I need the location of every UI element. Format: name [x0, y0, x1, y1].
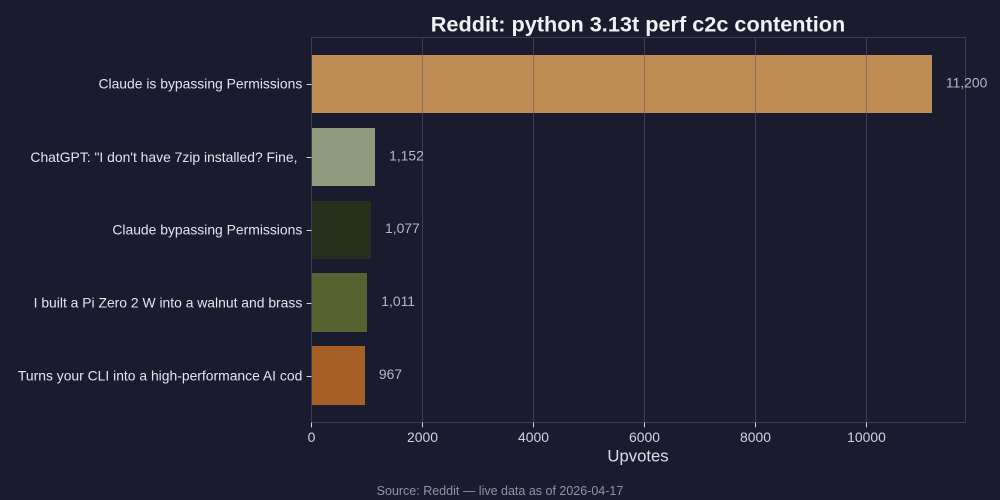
- svg-text:11,200: 11,200: [946, 74, 988, 90]
- svg-text:Claude bypassing Permissions: Claude bypassing Permissions: [112, 222, 302, 238]
- svg-text:Reddit: python 3.13t perf c2c: Reddit: python 3.13t perf c2c contention: [431, 12, 846, 37]
- svg-text:1,152: 1,152: [389, 147, 424, 163]
- svg-text:I built a Pi Zero 2 W into a w: I built a Pi Zero 2 W into a walnut and …: [34, 295, 303, 311]
- svg-text:2000: 2000: [407, 429, 438, 445]
- svg-text:1,077: 1,077: [385, 220, 420, 236]
- svg-text:Turns your CLI into a high-per: Turns your CLI into a high-performance A…: [18, 368, 302, 384]
- svg-text:Source: Reddit — live data as: Source: Reddit — live data as of 2026-04…: [377, 484, 624, 498]
- svg-text:10000: 10000: [847, 429, 886, 445]
- svg-text:8000: 8000: [740, 429, 771, 445]
- svg-text:4000: 4000: [518, 429, 549, 445]
- svg-text:6000: 6000: [629, 429, 660, 445]
- svg-text:967: 967: [379, 366, 402, 382]
- svg-text:Upvotes: Upvotes: [607, 447, 668, 466]
- svg-text:Claude is bypassing Permission: Claude is bypassing Permissions: [98, 76, 302, 92]
- svg-text:0: 0: [308, 429, 316, 445]
- svg-text:ChatGPT: "I don't have 7zip in: ChatGPT: "I don't have 7zip installed? F…: [30, 149, 301, 165]
- svg-text:1,011: 1,011: [381, 293, 415, 309]
